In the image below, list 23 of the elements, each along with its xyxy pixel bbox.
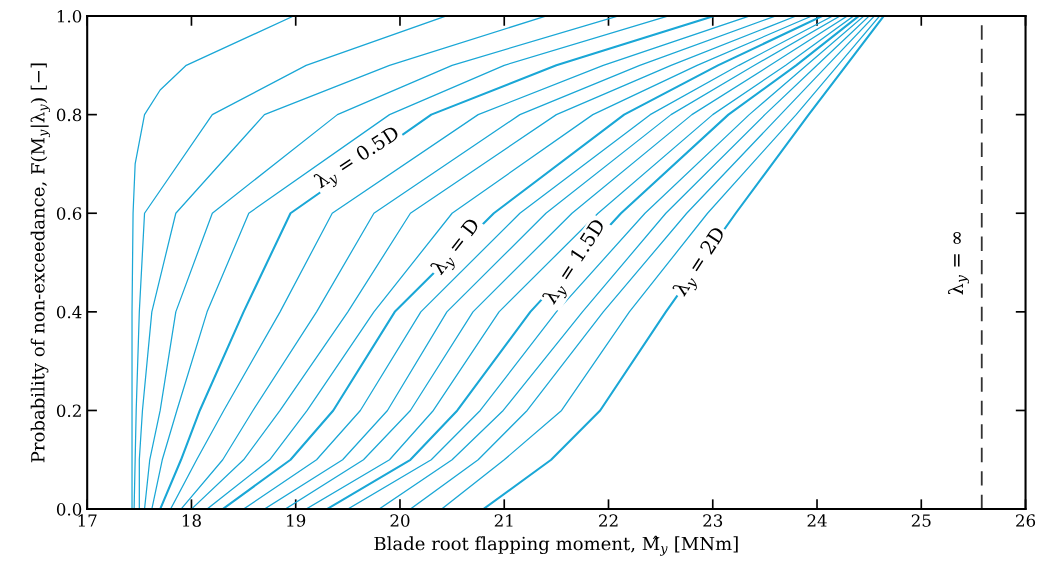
annotation: λ$_{y}$ = 0.5D bbox=[312, 124, 404, 194]
y-tick-label: 0.6 bbox=[56, 207, 82, 220]
x-tick-label: 17 bbox=[78, 514, 97, 527]
x-tick-label: 18 bbox=[182, 514, 201, 527]
y-tick-label: 1.0 bbox=[57, 9, 82, 23]
annotation: λ$_{y}$ = D bbox=[429, 216, 485, 280]
x-tick-label: 22 bbox=[599, 514, 618, 527]
y-tick-label: 0.8 bbox=[56, 108, 82, 122]
annotation: λ$_{y}$ = 1.5D bbox=[541, 217, 611, 308]
ref-line-label: λ$_{y}$ = ∞ bbox=[948, 231, 969, 295]
x-tick-label: 19 bbox=[287, 514, 306, 527]
x-tick-label: 26 bbox=[1016, 514, 1036, 527]
x-tick-label: 24 bbox=[807, 514, 827, 527]
annotation: λ$_{y}$ = 2D bbox=[671, 225, 731, 300]
x-tick-label: 21 bbox=[494, 514, 513, 527]
x-axis-title: Blade root flapping moment, M̂$_{y}$ [MNm] bbox=[374, 535, 738, 556]
y-tick-label: 0.2 bbox=[56, 404, 81, 418]
y-axis-title: Probability of non-exceedance, F(M$_{y}$|λ$_{y}$) [−] bbox=[30, 63, 51, 463]
y-tick-label: 0.4 bbox=[56, 305, 82, 319]
x-tick-label: 25 bbox=[911, 514, 931, 527]
x-tick-label: 23 bbox=[703, 514, 723, 527]
x-tick-label: 20 bbox=[390, 514, 410, 527]
y-tick-label: 0.0 bbox=[56, 503, 82, 516]
